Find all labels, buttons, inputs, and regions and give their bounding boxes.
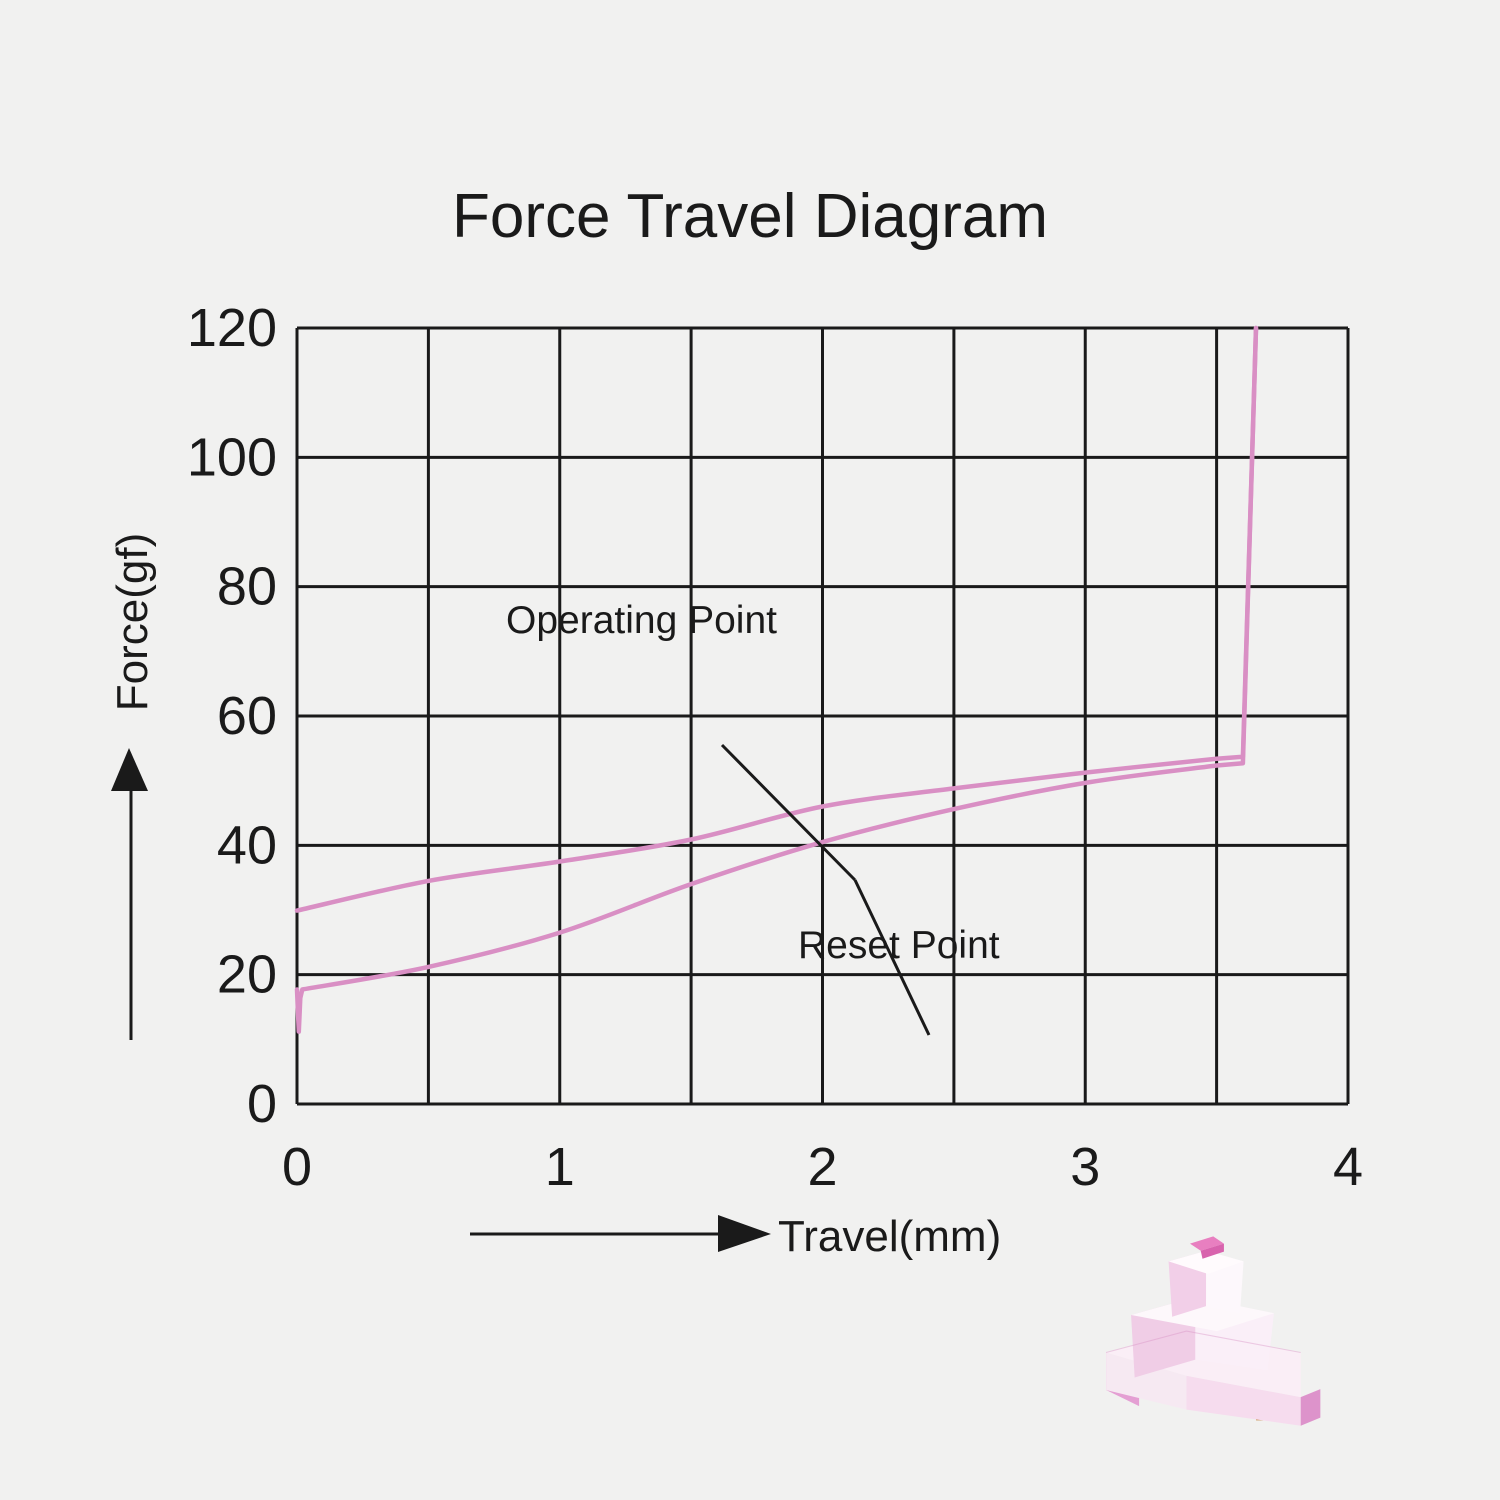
svg-text:100: 100 bbox=[187, 427, 277, 487]
svg-text:1: 1 bbox=[545, 1137, 575, 1197]
svg-text:3: 3 bbox=[1070, 1137, 1100, 1197]
svg-text:60: 60 bbox=[217, 686, 277, 746]
svg-text:40: 40 bbox=[217, 815, 277, 875]
svg-text:120: 120 bbox=[187, 298, 277, 358]
svg-text:20: 20 bbox=[217, 945, 277, 1005]
svg-text:Force(gf): Force(gf) bbox=[108, 533, 157, 711]
svg-text:80: 80 bbox=[217, 557, 277, 617]
svg-text:Travel(mm): Travel(mm) bbox=[778, 1212, 1001, 1261]
svg-text:2: 2 bbox=[807, 1137, 837, 1197]
svg-text:0: 0 bbox=[247, 1074, 277, 1134]
svg-text:4: 4 bbox=[1333, 1137, 1363, 1197]
svg-text:0: 0 bbox=[282, 1137, 312, 1197]
svg-text:Operating Point: Operating Point bbox=[506, 599, 777, 642]
svg-text:Reset Point: Reset Point bbox=[798, 924, 1000, 967]
